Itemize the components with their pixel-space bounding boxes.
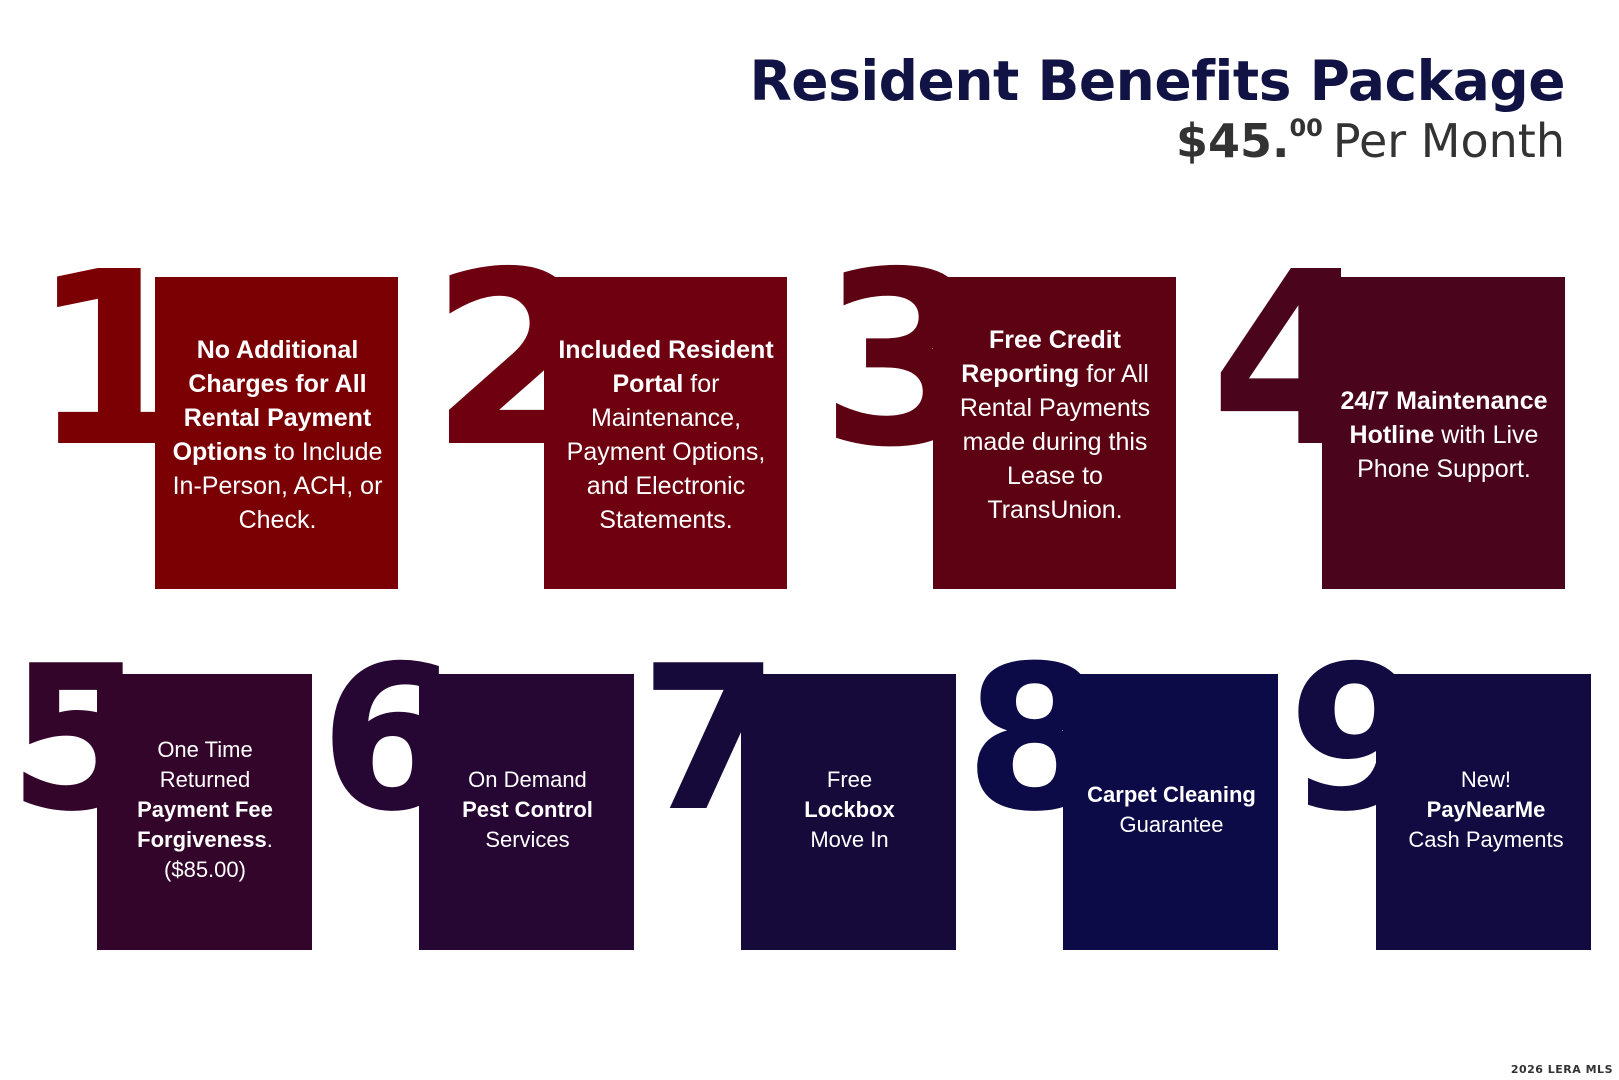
- benefit-number: 7: [640, 623, 780, 856]
- benefit-number: 3: [820, 220, 987, 500]
- benefit-box: [419, 674, 634, 950]
- benefit-box: [933, 277, 1176, 589]
- price: $45.00 Per Month: [749, 116, 1565, 164]
- watermark: 2026 LERA MLS: [1510, 1063, 1613, 1076]
- benefit-number: 8: [965, 623, 1105, 856]
- benefit-number: 4: [1210, 220, 1377, 500]
- price-unit: Per Month: [1332, 114, 1565, 168]
- benefit-text: New! PayNearMe Cash Payments: [1408, 767, 1564, 852]
- benefit-box: [97, 674, 312, 950]
- benefit-number: 1: [30, 220, 197, 500]
- benefit-box: [544, 277, 787, 589]
- benefit-text: Free Credit Reporting for All Rental Pay…: [959, 326, 1151, 524]
- price-cents: 00: [1289, 114, 1323, 142]
- page-header: Resident Benefits Package $45.00 Per Mont…: [749, 48, 1565, 164]
- benefit-text: One Time Returned Payment Fee Forgiveness…: [137, 737, 273, 882]
- benefit-text: On Demand Pest Control Services: [462, 767, 593, 852]
- benefit-number: 9: [1288, 623, 1428, 856]
- benefit-text: Carpet Cleaning Guarantee: [1087, 782, 1256, 837]
- benefit-box: [1322, 277, 1565, 589]
- benefit-number: 5: [8, 623, 148, 856]
- benefit-box: [1376, 674, 1591, 950]
- benefit-box: [155, 277, 398, 589]
- page-title: Resident Benefits Package: [749, 49, 1565, 113]
- benefit-text: Free Lockbox Move In: [804, 767, 895, 852]
- benefit-number: 2: [430, 220, 597, 500]
- benefit-text: No Additional Charges for All Rental Pay…: [172, 336, 383, 534]
- benefit-number: 6: [320, 623, 460, 856]
- price-dollars: $45.: [1175, 114, 1290, 168]
- benefit-box: [741, 674, 956, 950]
- benefit-text: Included Resident Portal for Maintenance…: [558, 336, 774, 534]
- benefit-text: 24/7 Maintenance Hotline with Live Phone…: [1340, 387, 1548, 483]
- benefit-box: [1063, 674, 1278, 950]
